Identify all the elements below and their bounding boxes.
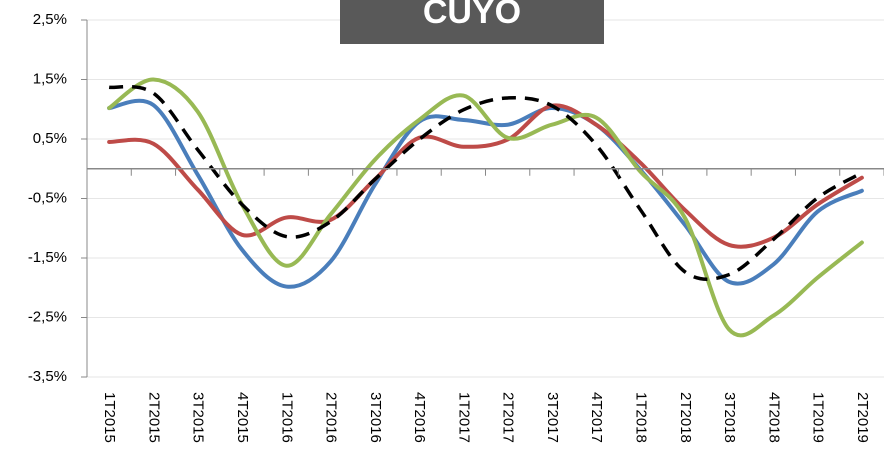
x-tick-label: 3T2016 — [367, 392, 384, 443]
x-tick-label: 2T2018 — [677, 392, 694, 443]
y-tick-label: -0,5% — [28, 189, 67, 206]
chart-title: CUYO — [423, 0, 521, 31]
y-tick-label: -1,5% — [28, 249, 67, 266]
x-tick-label: 4T2018 — [765, 392, 782, 443]
x-tick-label: 1T2015 — [101, 392, 118, 443]
x-tick-label: 2T2019 — [854, 392, 871, 443]
x-tick-label: 3T2017 — [544, 392, 561, 443]
y-tick-label: 2,5% — [33, 11, 67, 28]
series-line — [107, 103, 864, 249]
x-tick-label: 4T2015 — [234, 392, 251, 443]
x-tick-label: 4T2017 — [588, 392, 605, 443]
y-tick-label: -3,5% — [28, 368, 67, 385]
x-tick-label: 2T2016 — [323, 392, 340, 443]
x-tick-label: 2T2015 — [145, 392, 162, 443]
title-box — [340, 0, 604, 44]
x-tick-label: 1T2019 — [810, 392, 827, 443]
series-line — [108, 84, 863, 281]
x-tick-label: 3T2018 — [721, 392, 738, 443]
series-line — [107, 98, 864, 289]
y-tick-label: 1,5% — [33, 70, 67, 87]
series-line — [107, 77, 864, 338]
x-tick-label: 1T2016 — [278, 392, 295, 443]
x-tick-label: 2T2017 — [500, 392, 517, 443]
y-tick-label: 0,5% — [33, 130, 67, 147]
x-tick-label: 1T2017 — [455, 392, 472, 443]
x-tick-label: 3T2015 — [190, 392, 207, 443]
x-tick-label: 4T2016 — [411, 392, 428, 443]
x-tick-label: 1T2018 — [633, 392, 650, 443]
y-tick-label: -2,5% — [28, 308, 67, 325]
